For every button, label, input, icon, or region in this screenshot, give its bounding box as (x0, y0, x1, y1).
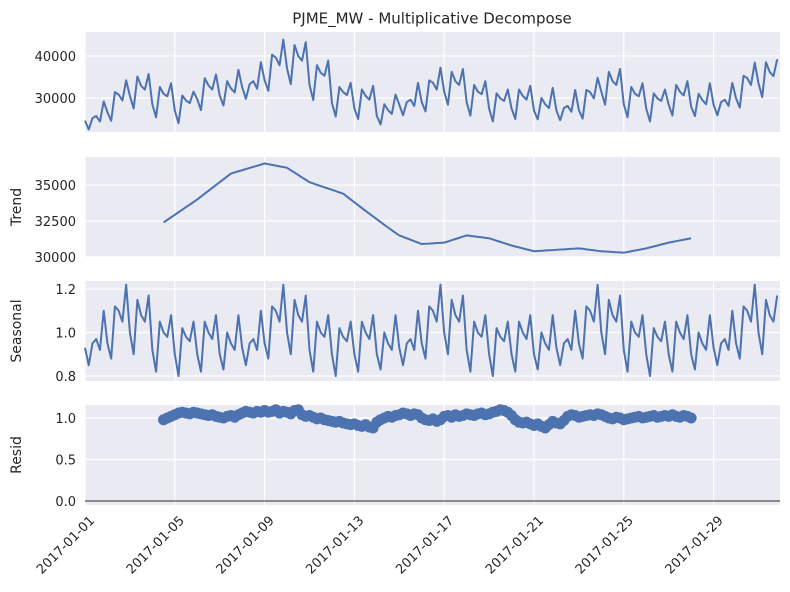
plot-background (85, 157, 780, 257)
y-axis-label: Resid (9, 436, 25, 474)
y-tick-label: 1.0 (55, 327, 76, 342)
y-tick-label: 35000 (35, 179, 76, 194)
y-tick-label: 32500 (35, 215, 76, 230)
x-tick-label: 2017-01-29 (663, 513, 727, 577)
x-tick-label: 2017-01-13 (303, 513, 367, 577)
y-tick-label: 40000 (35, 50, 76, 65)
y-axis-label: Trend (9, 188, 25, 227)
x-tick-label: 2017-01-05 (124, 513, 188, 577)
y-tick-label: 0.8 (55, 370, 76, 385)
resid-marker (685, 412, 697, 424)
series-line (163, 162, 692, 254)
x-tick-label: 2017-01-01 (34, 513, 98, 577)
x-tick-label: 2017-01-25 (573, 513, 637, 577)
series-line (84, 38, 779, 131)
y-tick-label: 0.0 (55, 495, 76, 510)
chart-title: PJME_MW - Multiplicative Decompose (292, 10, 572, 29)
y-tick-label: 1.0 (55, 412, 76, 427)
x-tick-label: 2017-01-21 (483, 513, 547, 577)
y-axis-label: Seasonal (9, 299, 25, 362)
y-tick-label: 0.5 (55, 454, 76, 469)
y-tick-label: 1.2 (55, 283, 76, 298)
series-line (84, 283, 779, 377)
x-tick-label: 2017-01-09 (214, 513, 278, 577)
y-tick-label: 30000 (35, 251, 76, 266)
x-tick-label: 2017-01-17 (393, 513, 457, 577)
y-tick-label: 30000 (35, 92, 76, 107)
